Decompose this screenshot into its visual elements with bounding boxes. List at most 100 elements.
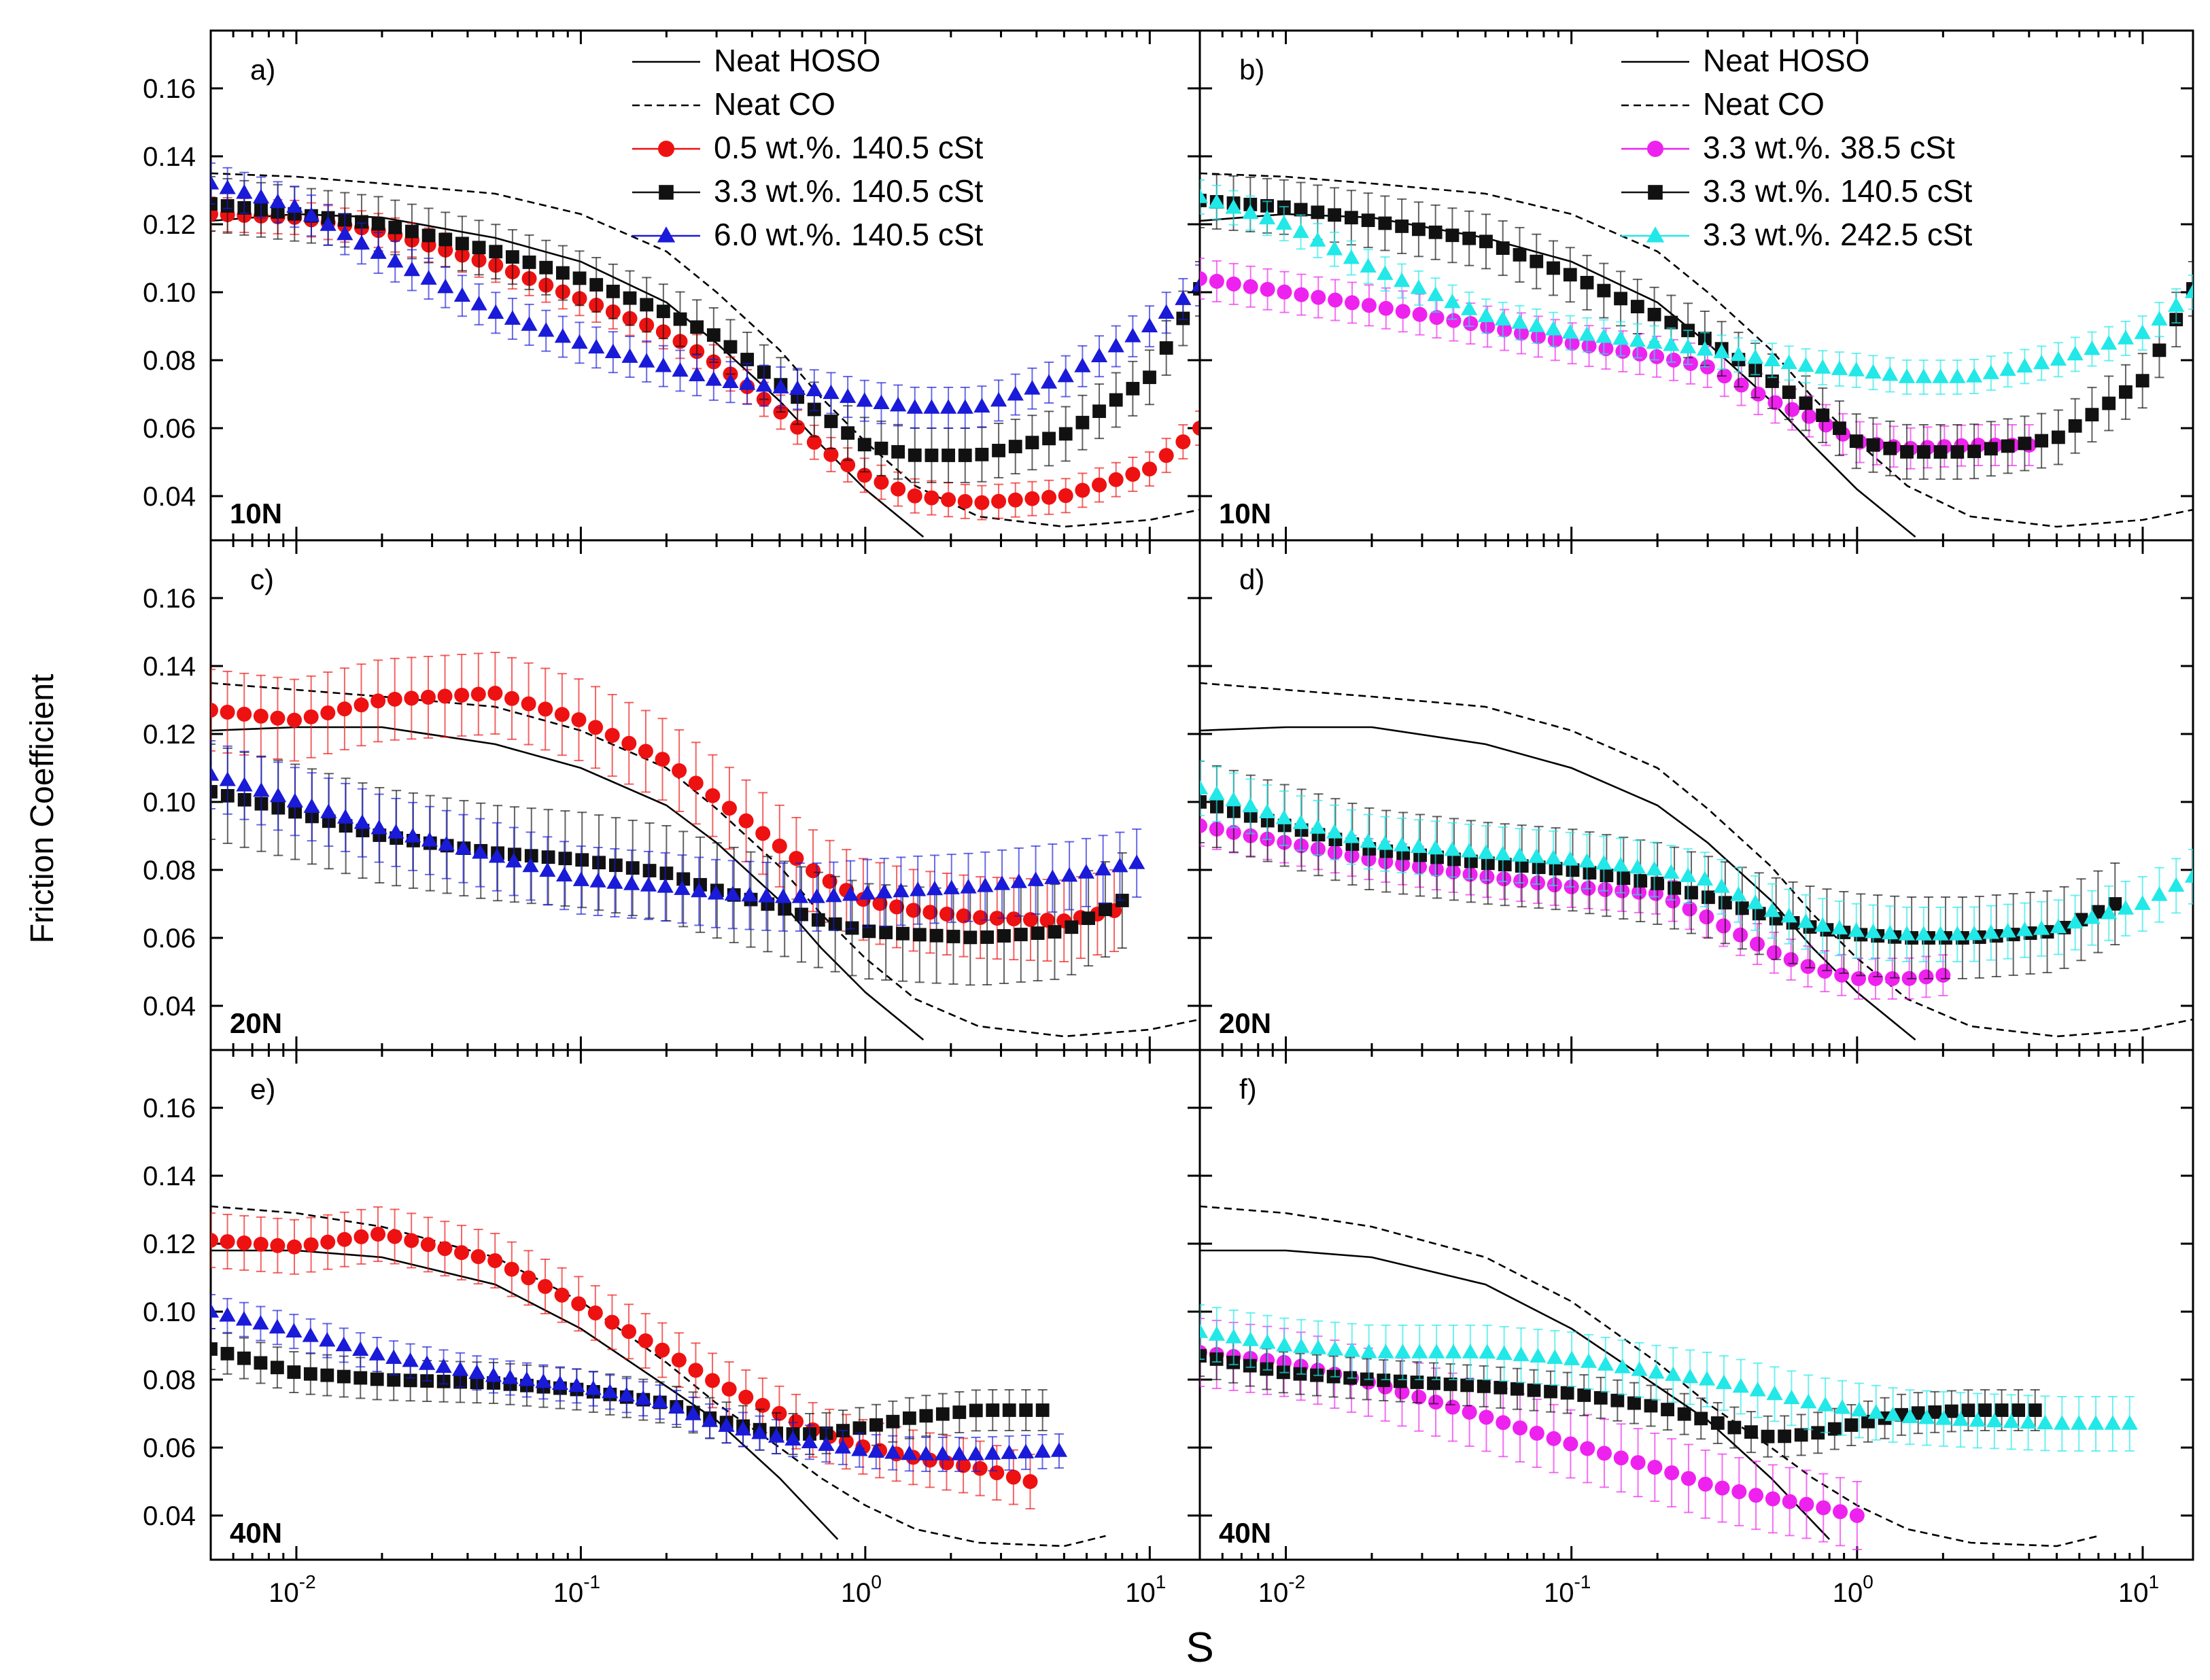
legend-label: 3.3 wt.%. 38.5 cSt (1703, 130, 1955, 165)
data-point (555, 266, 570, 280)
data-point (1208, 786, 1225, 801)
data-point (655, 1342, 670, 1358)
data-point (1644, 1399, 1658, 1413)
data-point (1833, 1504, 1848, 1520)
data-point (1749, 1382, 1766, 1397)
data-point (303, 207, 320, 222)
data-point (960, 879, 977, 894)
data-point (1410, 279, 1428, 294)
data-point (1630, 1455, 1646, 1471)
data-point (1783, 1389, 1800, 1405)
data-point (1530, 329, 1546, 345)
data-point (1048, 925, 1062, 939)
data-point (1014, 928, 1028, 941)
data-point (1884, 1406, 1901, 1421)
legend-label: 3.3 wt.%. 140.5 cSt (714, 173, 984, 209)
data-point (1866, 438, 1880, 452)
data-point (1024, 380, 1041, 395)
data-point (1831, 360, 1848, 375)
data-point (1580, 1441, 1595, 1456)
panel-frame (209, 29, 1201, 542)
data-point (554, 707, 570, 722)
data-point (2050, 351, 2067, 366)
data-point (1496, 1345, 1513, 1360)
data-point (791, 888, 808, 903)
data-point (1494, 311, 1511, 326)
data-point (504, 690, 520, 706)
data-point (1682, 1368, 1699, 1384)
data-point (1208, 194, 1225, 209)
data-point (874, 441, 888, 455)
series (1200, 258, 2037, 470)
data-point (1345, 295, 1360, 311)
data-point (705, 1373, 721, 1388)
data-point (1731, 1484, 1747, 1499)
data-point (1784, 402, 1800, 417)
load-label: 20N (1219, 1007, 1271, 1039)
data-point (253, 708, 269, 724)
data-point (404, 1233, 419, 1248)
data-point (1175, 434, 1191, 450)
data-point (1799, 396, 1813, 410)
y-tick-label: 0.12 (143, 210, 196, 240)
series (1200, 760, 2193, 962)
y-axis-title: Friction Coefficient (24, 674, 61, 944)
data-point (1647, 307, 1661, 321)
data-point (723, 340, 738, 354)
data-point (958, 449, 972, 462)
data-point (237, 706, 252, 722)
data-point (505, 250, 519, 264)
data-point (320, 1368, 334, 1382)
data-point (1395, 304, 1411, 319)
data-point (1612, 330, 1629, 345)
data-point (1713, 343, 1730, 359)
panel-b: b) 10N Neat HOSO Neat CO 3.3 wt.%. 38.5 cSt 3… (1198, 29, 2194, 542)
data-point (303, 709, 319, 724)
data-point (1326, 241, 1343, 256)
y-tick-label: 0.12 (143, 720, 196, 750)
data-point (1663, 864, 1680, 879)
data-point (1848, 922, 1865, 937)
data-point (997, 929, 1011, 943)
data-point (2084, 909, 2101, 924)
data-point (1986, 1412, 2003, 1428)
data-point (336, 701, 352, 717)
data-point (287, 1239, 303, 1255)
legend-entry: Neat CO (1621, 86, 1825, 122)
data-point (370, 819, 387, 835)
data-point (618, 1386, 635, 1402)
data-point (1999, 361, 2016, 377)
plot-area (1200, 682, 2193, 1041)
data-point (1513, 247, 1527, 262)
data-point (973, 910, 988, 926)
data-point (1918, 1409, 1935, 1424)
y-tick-label: 0.10 (143, 788, 196, 818)
data-point (789, 851, 804, 867)
data-point (1058, 427, 1073, 441)
data-point (1344, 211, 1358, 225)
data-point (521, 316, 538, 331)
legend-entry: 0.5 wt.%. 140.5 cSt (632, 130, 984, 165)
data-point (320, 705, 336, 720)
data-point (724, 886, 741, 901)
data-point (1766, 945, 1782, 960)
data-point (1797, 357, 1814, 372)
data-point (1477, 1379, 1491, 1393)
data-point (1111, 857, 1128, 873)
data-point (1343, 1342, 1360, 1357)
data-point (1780, 354, 1797, 370)
data-point (873, 394, 890, 409)
data-point (1428, 862, 1444, 877)
legend-label: 6.0 wt.%. 140.5 cSt (714, 217, 984, 252)
data-point (1462, 1404, 1477, 1420)
data-point (541, 850, 555, 864)
data-point (320, 803, 337, 818)
data-point (1498, 858, 1512, 872)
y-tick-label: 0.06 (143, 924, 196, 953)
data-point (685, 1405, 702, 1420)
data-point (211, 703, 218, 718)
data-point (211, 1342, 218, 1356)
data-point (602, 1383, 619, 1399)
data-point (1995, 1403, 2009, 1417)
